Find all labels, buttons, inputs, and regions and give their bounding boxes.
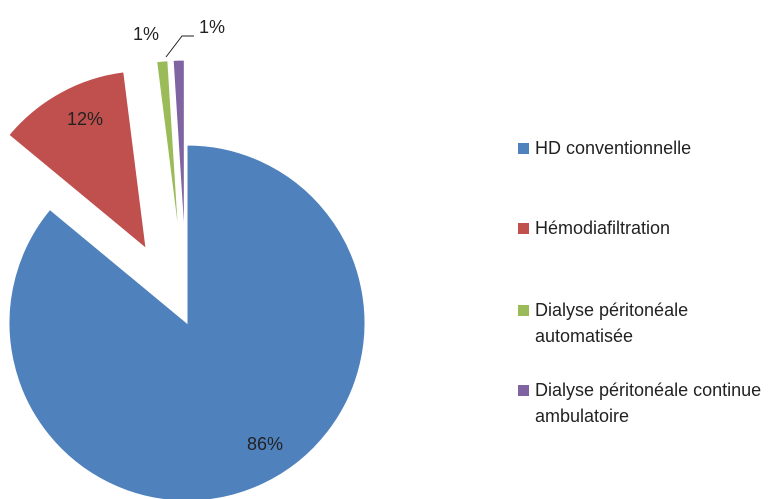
data-label: 12%: [67, 109, 103, 129]
legend-label: Hémodiafiltration: [535, 218, 671, 238]
legend-swatch: [518, 305, 529, 316]
legend-label: HD conventionnelle: [535, 138, 692, 158]
legend-swatch: [518, 223, 529, 234]
pie-slice: [156, 60, 180, 239]
legend-label: Dialyse péritonéale continue ambulatoire: [535, 380, 762, 426]
pie-slice: [172, 59, 185, 239]
legend-swatch: [518, 143, 529, 154]
legend-item: Dialyse péritonéale automatisée: [518, 297, 763, 349]
legend-label: Dialyse péritonéale automatisée: [535, 300, 689, 346]
data-label: 1%: [199, 17, 225, 37]
legend-item: Dialyse péritonéale continue ambulatoire: [518, 377, 763, 429]
leader-line: [165, 35, 194, 58]
legend-swatch: [518, 385, 529, 396]
data-label: 1%: [133, 24, 159, 44]
pie-slice: [8, 71, 147, 250]
legend-item: Hémodiafiltration: [518, 215, 763, 241]
data-label: 86%: [247, 434, 283, 454]
pie-slice: [8, 144, 366, 499]
legend-item: HD conventionnelle: [518, 135, 763, 161]
